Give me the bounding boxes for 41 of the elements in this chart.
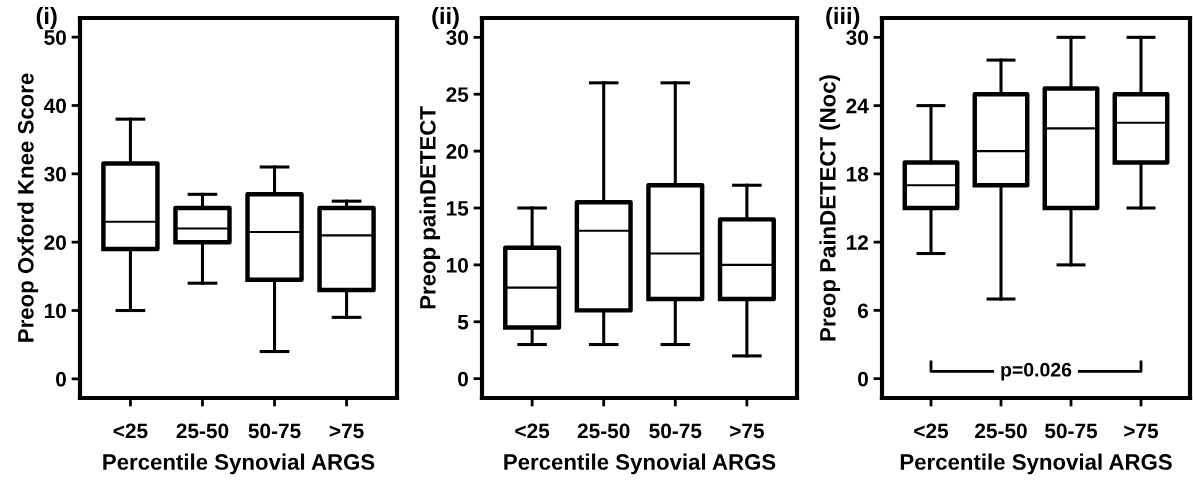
y-tick-label: 5 — [457, 314, 469, 330]
y-tick-label: 12 — [846, 235, 868, 250]
x-tick-label: >75 — [1124, 423, 1159, 439]
y-tick-label: 24 — [846, 98, 869, 114]
x-tick-label: 50-75 — [649, 423, 702, 439]
x-tick-label: <25 — [914, 423, 949, 439]
y-tick-label: 15 — [446, 201, 469, 216]
y-axis-title: Preop PainDETECT (Noc) — [819, 75, 841, 341]
y-tick-label: 0 — [458, 371, 468, 387]
y-tick-label: 25 — [446, 87, 469, 102]
y-tick-label: 20 — [446, 144, 468, 159]
x-axis-title: Percentile Synovial ARGS — [103, 453, 375, 475]
chart-title: (iii) — [826, 7, 860, 29]
y-tick-label: 40 — [43, 98, 66, 114]
y-tick-label: 18 — [846, 166, 869, 182]
y-tick-label: 10 — [446, 257, 468, 273]
y-tick-label: 30 — [446, 30, 468, 46]
x-tick-label: <25 — [515, 423, 550, 439]
x-tick-label: 25-50 — [176, 423, 229, 439]
y-tick-label: 0 — [56, 371, 66, 387]
y-tick-label: 30 — [44, 166, 66, 182]
x-tick-label: >75 — [730, 423, 764, 439]
chart-title: (ii) — [432, 7, 459, 29]
x-tick-label: 50-75 — [1045, 423, 1098, 439]
y-tick-label: 0 — [858, 371, 868, 387]
y-tick-label: 20 — [44, 235, 66, 250]
y-axis-title: Preop Oxford Knee Score — [17, 73, 39, 342]
y-tick-label: 6 — [857, 303, 869, 319]
y-axis-title: Preop painDETECT — [419, 106, 441, 309]
x-axis-title: Percentile Synovial ARGS — [504, 453, 776, 475]
chart-title: (i) — [36, 7, 57, 29]
x-tick-label: <25 — [113, 423, 148, 439]
y-tick-label: 50 — [44, 30, 66, 45]
x-tick-label: 25-50 — [975, 423, 1027, 439]
x-axis-title: Percentile Synovial ARGS — [900, 453, 1172, 475]
annotation: p=0.026 — [1001, 362, 1072, 381]
x-tick-label: 25-50 — [577, 423, 630, 439]
x-tick-label: 50-75 — [248, 423, 301, 439]
y-tick-label: 30 — [846, 30, 868, 46]
x-tick-label: >75 — [329, 423, 364, 439]
y-tick-label: 10 — [44, 303, 66, 319]
